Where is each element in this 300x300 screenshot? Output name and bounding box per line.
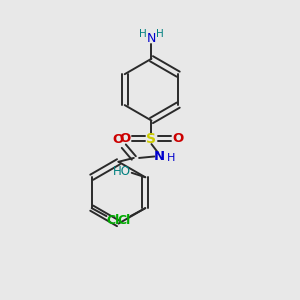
Text: O: O: [112, 134, 123, 146]
Text: S: S: [146, 132, 157, 146]
Text: N: N: [154, 150, 165, 163]
Text: H: H: [156, 29, 164, 39]
Text: Cl: Cl: [117, 214, 130, 227]
Text: N: N: [147, 32, 156, 45]
Text: H: H: [167, 153, 175, 163]
Text: O: O: [119, 132, 130, 145]
Text: HO: HO: [113, 165, 131, 178]
Text: H: H: [139, 29, 146, 39]
Text: O: O: [172, 132, 184, 145]
Text: Cl: Cl: [106, 214, 120, 227]
